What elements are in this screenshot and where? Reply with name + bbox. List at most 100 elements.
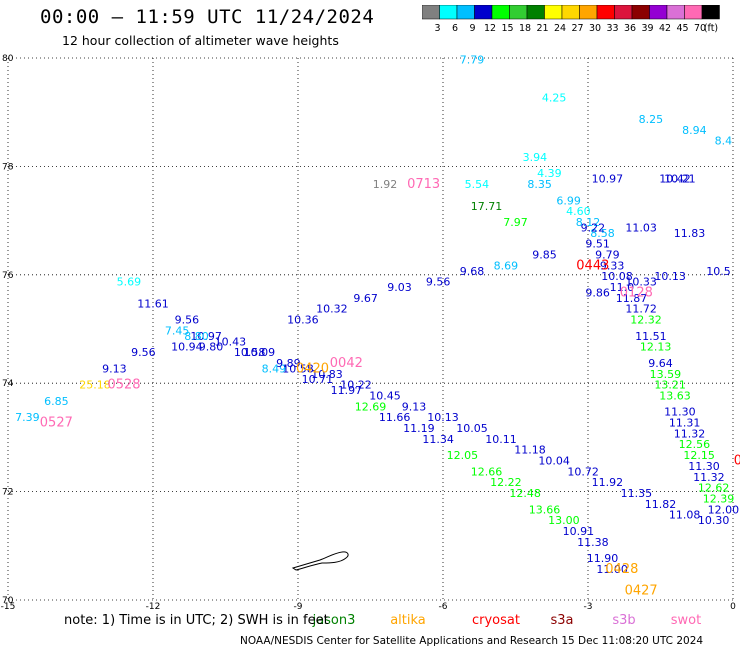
wave-height-point: 10.08: [601, 270, 633, 283]
wave-height-point: 1.92: [373, 178, 398, 191]
wave-height-point: 12.22: [490, 476, 522, 489]
satellite-legend-s3b: s3b: [612, 613, 635, 628]
wave-height-point: 6.99: [556, 194, 581, 207]
colorbar-label: 3: [434, 23, 440, 34]
wave-height-point: 11.30: [688, 460, 720, 473]
wave-height-point: 9.56: [175, 314, 200, 327]
wave-height-point: 10.09: [244, 346, 276, 359]
wave-height-point: 10.94: [171, 341, 203, 354]
axis-layer: -15 -12 -9 -6 -3 0 70 72 74 76 78 80: [1, 54, 736, 612]
footer-note: note: 1) Time is in UTC; 2) SWH is in fe…: [64, 613, 329, 628]
wave-height-point: 11.32: [693, 471, 725, 484]
satellite-legend-altika: altika: [390, 613, 426, 628]
wave-height-point: 10.30: [698, 514, 730, 527]
colorbar-label: 42: [659, 23, 671, 34]
wave-height-point: 11.66: [379, 411, 411, 424]
wave-height-point: 11.31: [669, 417, 701, 430]
wave-height-point: 10.36: [287, 314, 319, 327]
wave-height-point: 9.33: [600, 259, 625, 272]
wave-height-point: 11.61: [137, 297, 169, 310]
wave-height-point: 12.00: [708, 503, 740, 516]
wave-height-point: 13.63: [659, 389, 691, 402]
y-tick-label: 80: [2, 54, 14, 64]
y-tick-label: 72: [2, 488, 13, 498]
wave-height-point: 12.32: [630, 314, 662, 327]
wave-height-point: 10.5: [706, 265, 731, 278]
wave-height-point: 11.03: [625, 221, 657, 234]
x-tick-label: -9: [294, 602, 303, 612]
wave-height-point: 12.69: [355, 400, 387, 413]
wave-height-point: 10.13: [427, 411, 459, 424]
wave-height-point: 9.79: [595, 249, 620, 262]
colorbar-label: 30: [589, 23, 601, 34]
wave-height-point: 11.51: [635, 330, 667, 343]
pass-time-label: 0527: [40, 416, 73, 431]
wave-height-point: 10.32: [316, 303, 348, 316]
colorbar-label: 39: [641, 23, 653, 34]
wave-height-point: 9.89: [276, 357, 301, 370]
wave-height-point: 3.94: [523, 151, 548, 164]
colorbar: [422, 5, 720, 20]
satellite-legend-s3a: s3a: [550, 613, 573, 628]
wave-height-point: 10.45: [369, 389, 401, 402]
wave-height-point: 7.97: [503, 216, 528, 229]
satellite-legend-swot: swot: [671, 613, 701, 628]
pass-time-label: 0528: [107, 378, 140, 393]
wave-height-point: 4.25: [542, 91, 567, 104]
wave-height-point: 12.13: [640, 341, 672, 354]
wave-height-point: 11.00: [596, 563, 628, 576]
land-layer: [291, 551, 349, 571]
colorbar-labels: 3 6 9 12 15 18 21 24 27 30 33 36 39 42 45 70(ft): [434, 23, 718, 34]
wave-height-point: 8.58: [590, 227, 615, 240]
wave-height-point: 8.80: [184, 330, 209, 343]
wave-height-point: 9.86: [585, 286, 610, 299]
wave-height-point: 8.12: [576, 216, 601, 229]
wave-height-point: 11.19: [403, 422, 435, 435]
wave-height-point: 10.33: [625, 276, 657, 289]
wave-height-point: 12.48: [509, 487, 541, 500]
wave-height-point: 10.71: [302, 373, 334, 386]
wave-height-point: 6.85: [44, 395, 69, 408]
wave-height-point: 9.51: [585, 238, 610, 251]
wave-height-point: 7.39: [15, 411, 40, 424]
colorbar-label: 36: [624, 23, 636, 34]
x-tick-label: -6: [439, 602, 448, 612]
wave-height-point: 11.34: [422, 433, 454, 446]
wave-height-point: 10.21: [664, 173, 696, 186]
wave-height-point: 11.32: [674, 427, 706, 440]
wave-height-point: 10.58: [234, 346, 266, 359]
wave-height-point: 12.39: [703, 492, 735, 505]
wave-height-point: 12.66: [471, 465, 503, 478]
wave-height-point: 9.22: [581, 221, 606, 234]
colorbar-label: 15: [501, 23, 513, 34]
wave-height-point: 13.21: [654, 379, 686, 392]
wave-height-point: 11.87: [616, 292, 648, 305]
wave-height-point: 17.71: [471, 200, 503, 213]
y-tick-label: 70: [2, 596, 14, 606]
wave-height-point: 11.18: [514, 444, 546, 457]
satellite-legend-cryosat: cryosat: [472, 613, 520, 628]
wave-height-point: 11.30: [664, 406, 696, 419]
pass-time-label: 0042: [330, 356, 363, 371]
wave-height-point: 10.72: [567, 465, 599, 478]
wave-height-point: 11.92: [592, 476, 624, 489]
wave-height-point: 10.97: [592, 173, 624, 186]
chart-title: 00:00 – 11:59 UTC 11/24/2024: [40, 6, 375, 28]
colorbar-label: 21: [536, 23, 548, 34]
wave-height-point: 11.83: [674, 227, 706, 240]
grid-layer: [7, 57, 734, 601]
colorbar-label: 6: [452, 23, 458, 34]
wave-height-point: 5.69: [117, 276, 142, 289]
colorbar-label: 18: [519, 23, 531, 34]
wave-height-point: 8.25: [639, 113, 664, 126]
chart-subtitle: 12 hour collection of altimeter wave hei…: [62, 33, 339, 48]
wave-height-point: 13.66: [529, 503, 561, 516]
colorbar-label: 24: [554, 23, 566, 34]
colorbar-label: 27: [571, 23, 583, 34]
wave-height-point: 11.90: [587, 552, 619, 565]
wave-height-point: 7.79: [460, 53, 485, 66]
satellite-legend: jason3 altika cryosat s3a s3b swot: [312, 613, 702, 628]
colorbar-label: 70: [694, 23, 706, 34]
